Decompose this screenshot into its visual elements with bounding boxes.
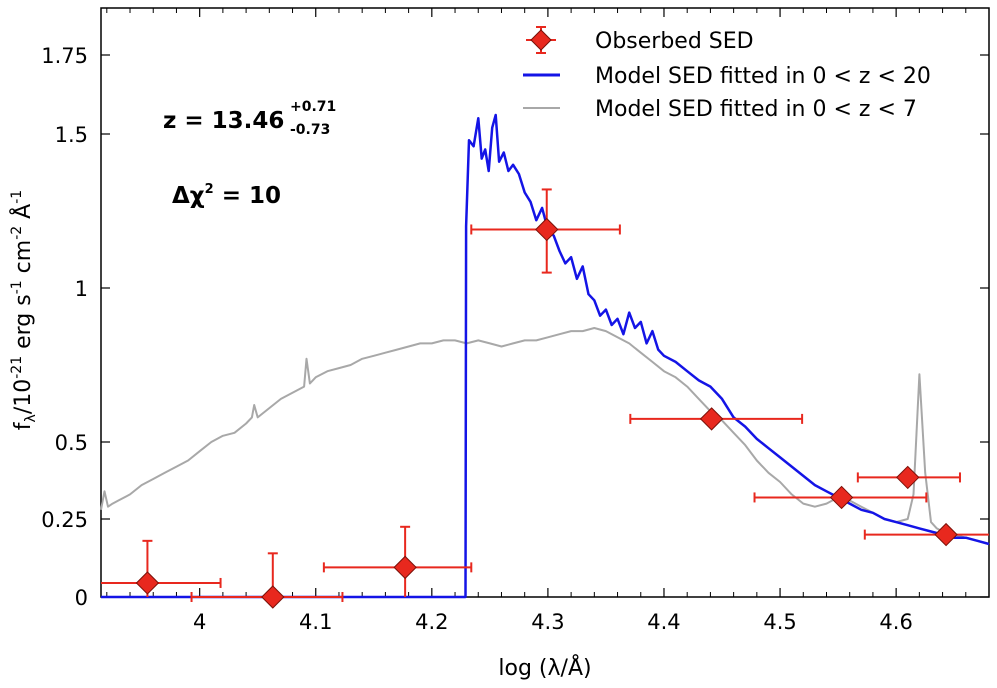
y-label-exp2: -1: [9, 280, 25, 294]
legend-label-model-z20: Model SED fitted in 0 < z < 20: [595, 64, 931, 89]
model-curves: [100, 113, 990, 599]
legend: Obserbed SED Model SED fitted in 0 < z <…: [523, 26, 931, 122]
y-label-exp1: -21: [9, 356, 25, 379]
x-axis-label: log (λ/Å): [498, 654, 591, 681]
plot-frame: [100, 7, 990, 598]
obs-marker: [261, 585, 285, 609]
obs-marker: [896, 465, 920, 490]
legend-observed-marker: [530, 29, 552, 51]
y-tick-label: 1: [75, 277, 88, 301]
obs-marker: [829, 485, 854, 510]
y-tick-label: 1.5: [55, 123, 88, 147]
redshift-value: z = 13.46: [163, 108, 284, 134]
obs-marker: [135, 571, 160, 595]
y-label-mid1: /10: [11, 379, 36, 414]
redshift-lower-error: -0.73: [290, 122, 330, 138]
obs-marker: [393, 555, 417, 580]
y-label-mid4: Å: [9, 204, 36, 226]
legend-entry-model-z20: Model SED fitted in 0 < z < 20: [523, 64, 931, 89]
delta-chi2-exp: 2: [205, 182, 214, 197]
delta-chi2-symbol: Δχ: [172, 183, 205, 209]
y-tick-label: 1.75: [41, 44, 88, 68]
y-label-exp4: -1: [9, 190, 25, 204]
redshift-annotation: z = 13.46: [163, 108, 284, 134]
delta-chi2-value: = 10: [214, 183, 281, 209]
x-tick-label: 4.5: [763, 610, 796, 634]
legend-label-observed: Obserbed SED: [595, 29, 754, 54]
y-label-base: f: [11, 421, 36, 430]
y-tick-label: 0.5: [55, 431, 88, 455]
observed-points: [101, 188, 989, 609]
delta-chi2-annotation: Δχ2 = 10: [172, 182, 281, 209]
x-tick-labels: 4 4.1 4.2 4.3 4.4 4.5 4.6: [193, 610, 913, 634]
model-curve-z20: [101, 113, 990, 599]
y-tick-labels: 0 0.25 0.5 1 1.5 1.75: [41, 44, 88, 610]
y-tick-label: 0.25: [41, 508, 88, 532]
legend-label-model-z7: Model SED fitted in 0 < z < 7: [595, 97, 917, 122]
y-label-exp3: -2: [9, 226, 25, 240]
x-tick-label: 4.6: [879, 610, 912, 634]
legend-entry-observed: Obserbed SED: [526, 26, 754, 54]
x-tick-label: 4.1: [299, 610, 332, 634]
y-label-base-sub: λ: [23, 414, 39, 422]
x-tick-label: 4.3: [531, 610, 564, 634]
axis-ticks: [101, 8, 990, 598]
x-tick-label: 4.4: [647, 610, 680, 634]
obs-marker: [934, 522, 958, 547]
legend-entry-model-z7: Model SED fitted in 0 < z < 7: [523, 97, 917, 122]
obs-marker: [699, 407, 724, 431]
y-axis-label: fλ/10-21 erg s-1 cm-2 Å-1: [9, 190, 39, 430]
y-tick-label: 0: [75, 586, 88, 610]
x-tick-label: 4: [193, 610, 206, 634]
y-label-mid3: cm: [11, 240, 36, 281]
obs-marker: [535, 217, 559, 242]
model-curve-z7: [100, 327, 990, 545]
x-tick-label: 4.2: [415, 610, 448, 634]
y-label-mid2: erg s: [11, 294, 36, 356]
redshift-upper-error: +0.71: [290, 99, 336, 115]
